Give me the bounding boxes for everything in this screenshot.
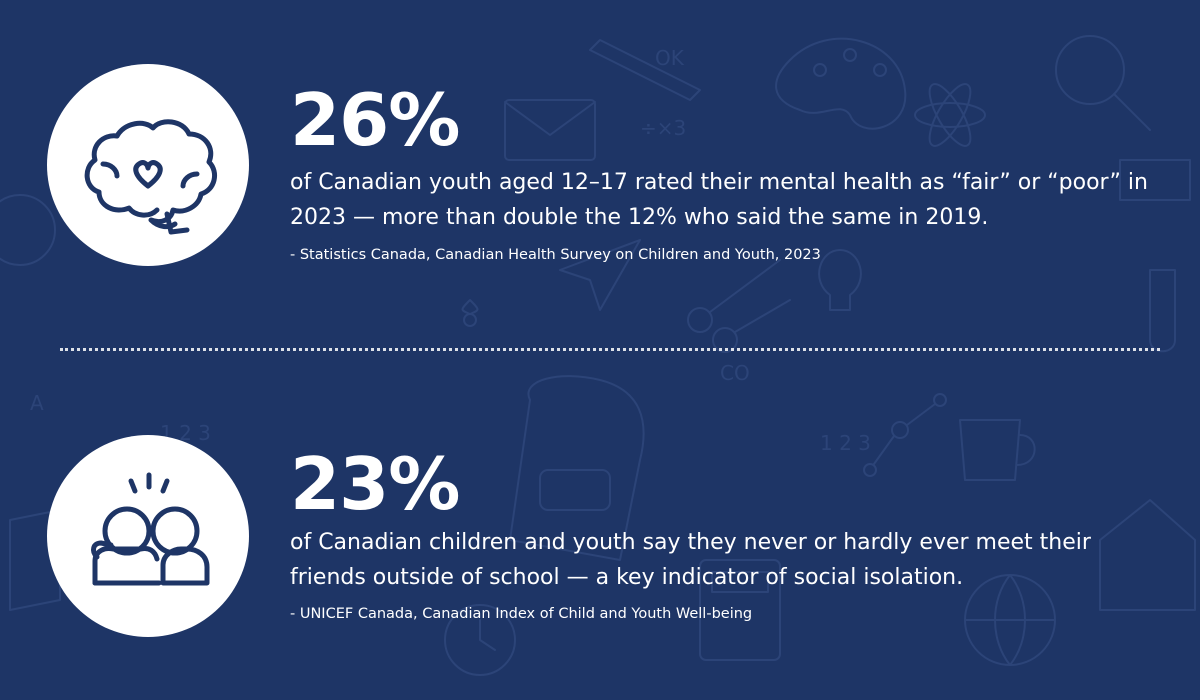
stat-source: - Statistics Canada, Canadian Health Sur…	[290, 247, 821, 263]
stat-description: of Canadian children and youth say they …	[290, 530, 1091, 590]
stat-description: of Canadian youth aged 12–17 rated their…	[290, 170, 1148, 230]
dotted-divider	[60, 348, 1160, 351]
icon-circle	[47, 64, 249, 266]
stat-value: 23%	[290, 442, 460, 526]
stat-value: 26%	[290, 78, 460, 162]
icon-circle	[47, 435, 249, 637]
svg-text:÷×3: ÷×3	[640, 116, 686, 140]
stat-block-mental-health: 26% of Canadian youth aged 12–17 rated t…	[0, 0, 1200, 340]
svg-text:A: A	[30, 391, 44, 415]
two-people-icon	[91, 472, 210, 586]
stat-source: - UNICEF Canada, Canadian Index of Child…	[290, 606, 753, 622]
stat-block-social-isolation: 23% of Canadian children and youth say t…	[0, 360, 1200, 700]
svg-text:OK: OK	[655, 46, 685, 70]
svg-text:CO: CO	[720, 361, 750, 385]
svg-text:1 2 3: 1 2 3	[820, 431, 871, 455]
brain-heart-icon	[84, 119, 218, 235]
